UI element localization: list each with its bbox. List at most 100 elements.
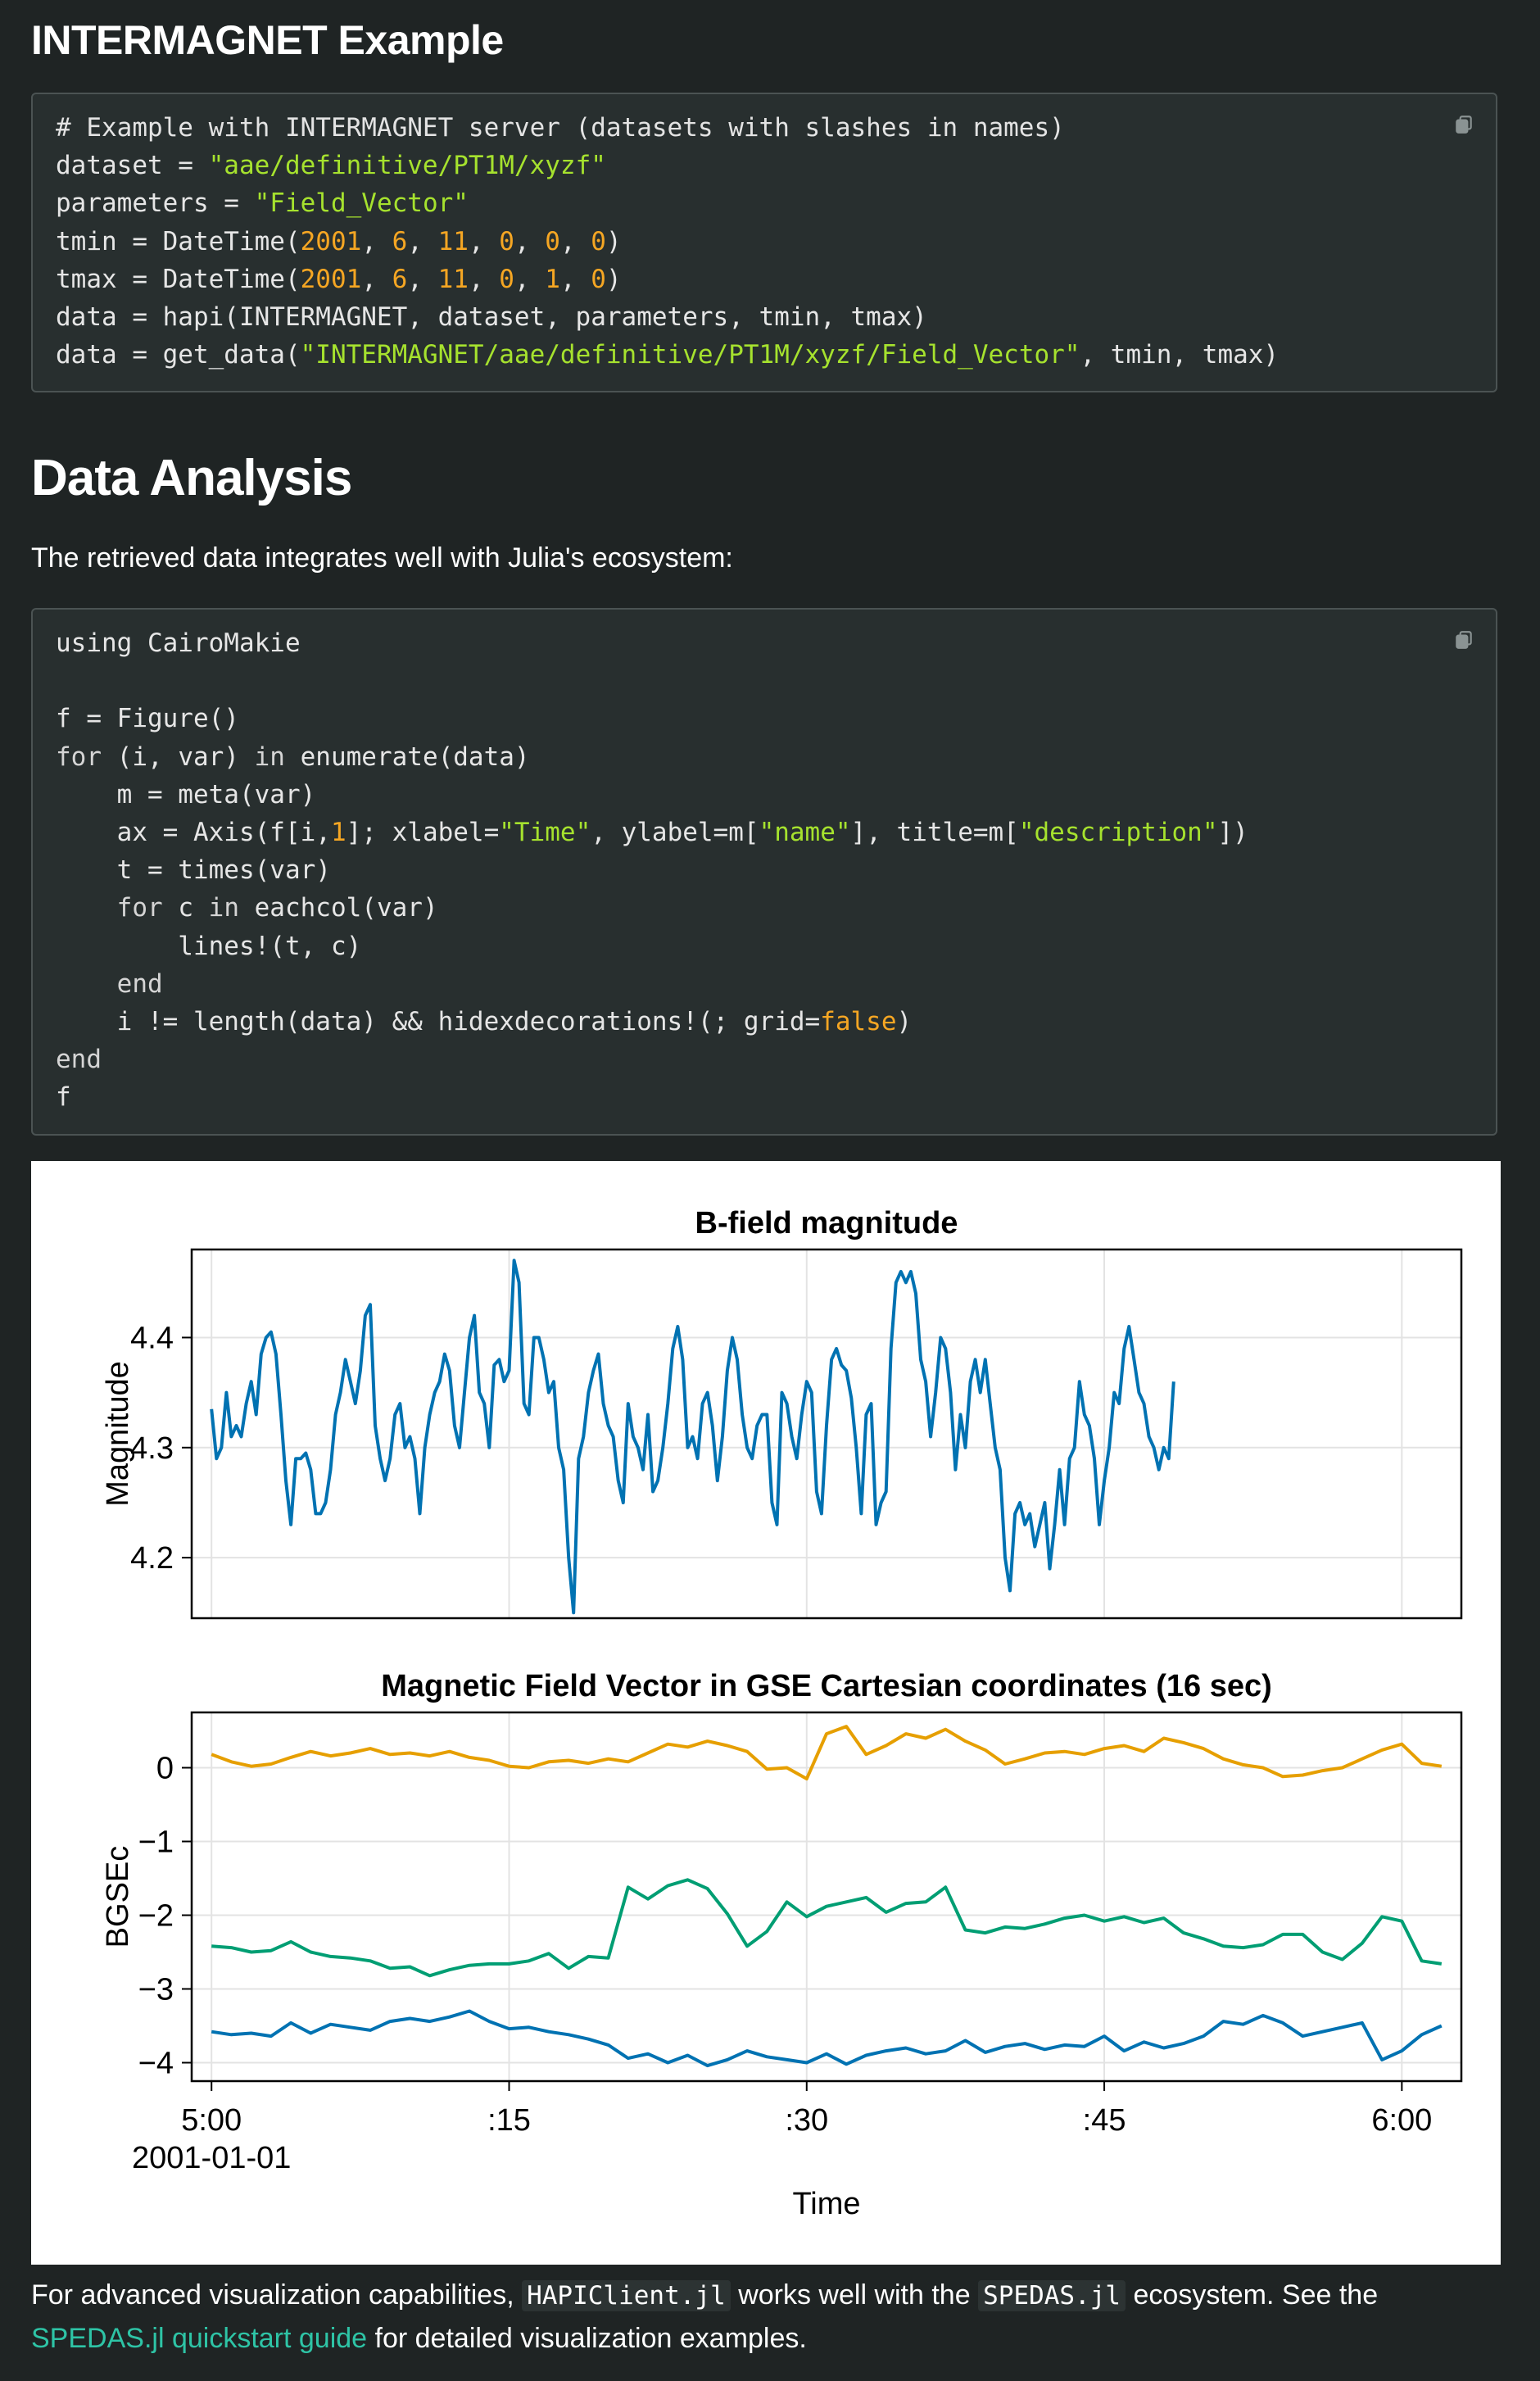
code-token: f = Figure() [56, 704, 239, 734]
analysis-intro: The retrieved data integrates well with … [31, 542, 733, 574]
copy-icon[interactable] [1453, 629, 1474, 651]
code-token: in [254, 742, 285, 772]
y-tick-label: −3 [138, 1973, 174, 2007]
code-token: "aae/definitive/PT1M/xyzf" [208, 151, 606, 181]
code-token: ]; xlabel= [346, 818, 500, 848]
code-text[interactable]: using CairoMakie f = Figure() for (i, va… [33, 610, 1496, 1132]
series-line [211, 1725, 1443, 1780]
code-token: "name" [759, 818, 851, 848]
code-token: 0 [545, 226, 560, 256]
x-tick-label: 6:00 [1371, 2103, 1432, 2138]
figure-svg: B-field magnitude 4.2 4.3 4.4 Magnitude Magne… [101, 1206, 1463, 2221]
code-token: , [468, 226, 500, 256]
code-token: end [56, 1045, 102, 1075]
code-token: end [56, 968, 163, 999]
code-token: 1 [545, 264, 560, 294]
y-tick-label: 0 [156, 1752, 174, 1786]
code-token: , tmin, tmax) [1080, 340, 1280, 370]
code-token: "description" [1018, 818, 1218, 848]
code-token: 6 [392, 264, 408, 294]
footer-text: For advanced visualization capabilities, [31, 2279, 523, 2311]
x-tick-label: :30 [785, 2103, 828, 2138]
code-token: enumerate(data) [284, 742, 530, 772]
code-token: dataset = [56, 151, 209, 181]
code-token: data = hapi(INTERMAGNET, dataset, parame… [56, 302, 927, 333]
code-token: ) [605, 264, 622, 294]
code-token: tmax = DateTime( [56, 264, 301, 294]
code-token: , [468, 264, 500, 294]
code-token: 0 [499, 226, 514, 256]
series-line [210, 1259, 1175, 1615]
y-tick-label: 4.2 [130, 1541, 174, 1576]
x-tick-label: 5:00 [181, 2103, 242, 2138]
code-token: , [361, 226, 392, 256]
code-token: 2001 [300, 264, 362, 294]
y-tick-label: 4.3 [130, 1431, 174, 1466]
code-token: , [514, 226, 546, 256]
code-token: using CairoMakie [56, 628, 301, 658]
code-token: in [208, 893, 239, 923]
code-token: 1 [330, 818, 346, 848]
axis-frame [190, 1711, 1463, 2083]
copy-icon[interactable] [1453, 114, 1474, 135]
code-token: lines!(t, c) [56, 931, 362, 961]
y-axis-label: Magnitude [101, 1361, 135, 1506]
code-token: eachcol(var) [238, 893, 438, 923]
chart-title: Magnetic Field Vector in GSE Cartesian c… [381, 1669, 1272, 1703]
x-tick-label: :45 [1083, 2103, 1126, 2138]
series-line [211, 1878, 1443, 1978]
hapiclient-code: HAPIClient.jl [522, 2280, 731, 2311]
series-line [211, 2009, 1443, 2068]
code-token: (i, var) [102, 742, 255, 772]
x-tick-label: :15 [487, 2103, 531, 2138]
code-token: , [407, 226, 438, 256]
x-axis-label: Time [792, 2187, 860, 2221]
code-token: ) [896, 1007, 913, 1037]
code-token: t = times(var) [56, 855, 331, 886]
spedas-code: SPEDAS.jl [978, 2280, 1126, 2311]
chart-title: B-field magnitude [695, 1206, 958, 1240]
code-block-analysis[interactable]: using CairoMakie f = Figure() for (i, va… [31, 608, 1497, 1136]
code-token: "Time" [499, 818, 591, 848]
y-axis-label: BGSEc [101, 1846, 135, 1948]
code-token: "INTERMAGNET/aae/definitive/PT1M/xyzf/Fi… [300, 340, 1080, 370]
code-token: , [514, 264, 546, 294]
code-token: parameters = [56, 188, 255, 219]
plot-figure: B-field magnitude 4.2 4.3 4.4 Magnitude Magne… [31, 1161, 1501, 2265]
code-token: 0 [499, 264, 514, 294]
footer-paragraph: For advanced visualization capabilities,… [31, 2274, 1501, 2360]
code-token: false [820, 1007, 897, 1037]
code-token: tmin = DateTime( [56, 226, 301, 256]
code-token: data = get_data( [56, 340, 301, 370]
code-token: f [56, 1082, 71, 1113]
code-token: 2001 [300, 226, 362, 256]
y-tick-label: −2 [138, 1899, 174, 1934]
code-token: , ylabel=m[ [591, 818, 759, 848]
spedas-quickstart-link[interactable]: SPEDAS.jl quickstart guide [31, 2323, 368, 2354]
code-token: , [559, 264, 591, 294]
axis-frame [190, 1248, 1463, 1620]
code-token: 6 [392, 226, 408, 256]
code-token: for [56, 742, 102, 772]
data-analysis-heading: Data Analysis [31, 450, 352, 506]
code-token: # Example with INTERMAGNET server (datas… [56, 113, 1065, 143]
footer-text: ecosystem. See the [1126, 2279, 1379, 2311]
code-token: "Field_Vector" [254, 188, 469, 219]
code-token: 11 [437, 264, 469, 294]
code-token: c [162, 893, 209, 923]
code-text[interactable]: # Example with INTERMAGNET server (datas… [33, 94, 1496, 388]
code-token: ], title=m[ [850, 818, 1019, 848]
x-tick-date-label: 2001-01-01 [132, 2141, 291, 2175]
y-tick-label: 4.4 [130, 1321, 174, 1355]
code-token: for [56, 893, 163, 923]
code-token: i != length(data) && hidexdecorations!(;… [56, 1007, 821, 1037]
footer-text: for detailed visualization examples. [367, 2323, 807, 2354]
code-token: , [559, 226, 591, 256]
code-token: 0 [591, 226, 606, 256]
intermagnet-heading: INTERMAGNET Example [31, 17, 504, 63]
code-block-intermagnet[interactable]: # Example with INTERMAGNET server (datas… [31, 93, 1497, 392]
footer-text: works well with the [730, 2279, 979, 2311]
y-tick-label: −4 [138, 2047, 174, 2081]
code-token: ax = Axis(f[i, [56, 818, 331, 848]
code-token: , [407, 264, 438, 294]
